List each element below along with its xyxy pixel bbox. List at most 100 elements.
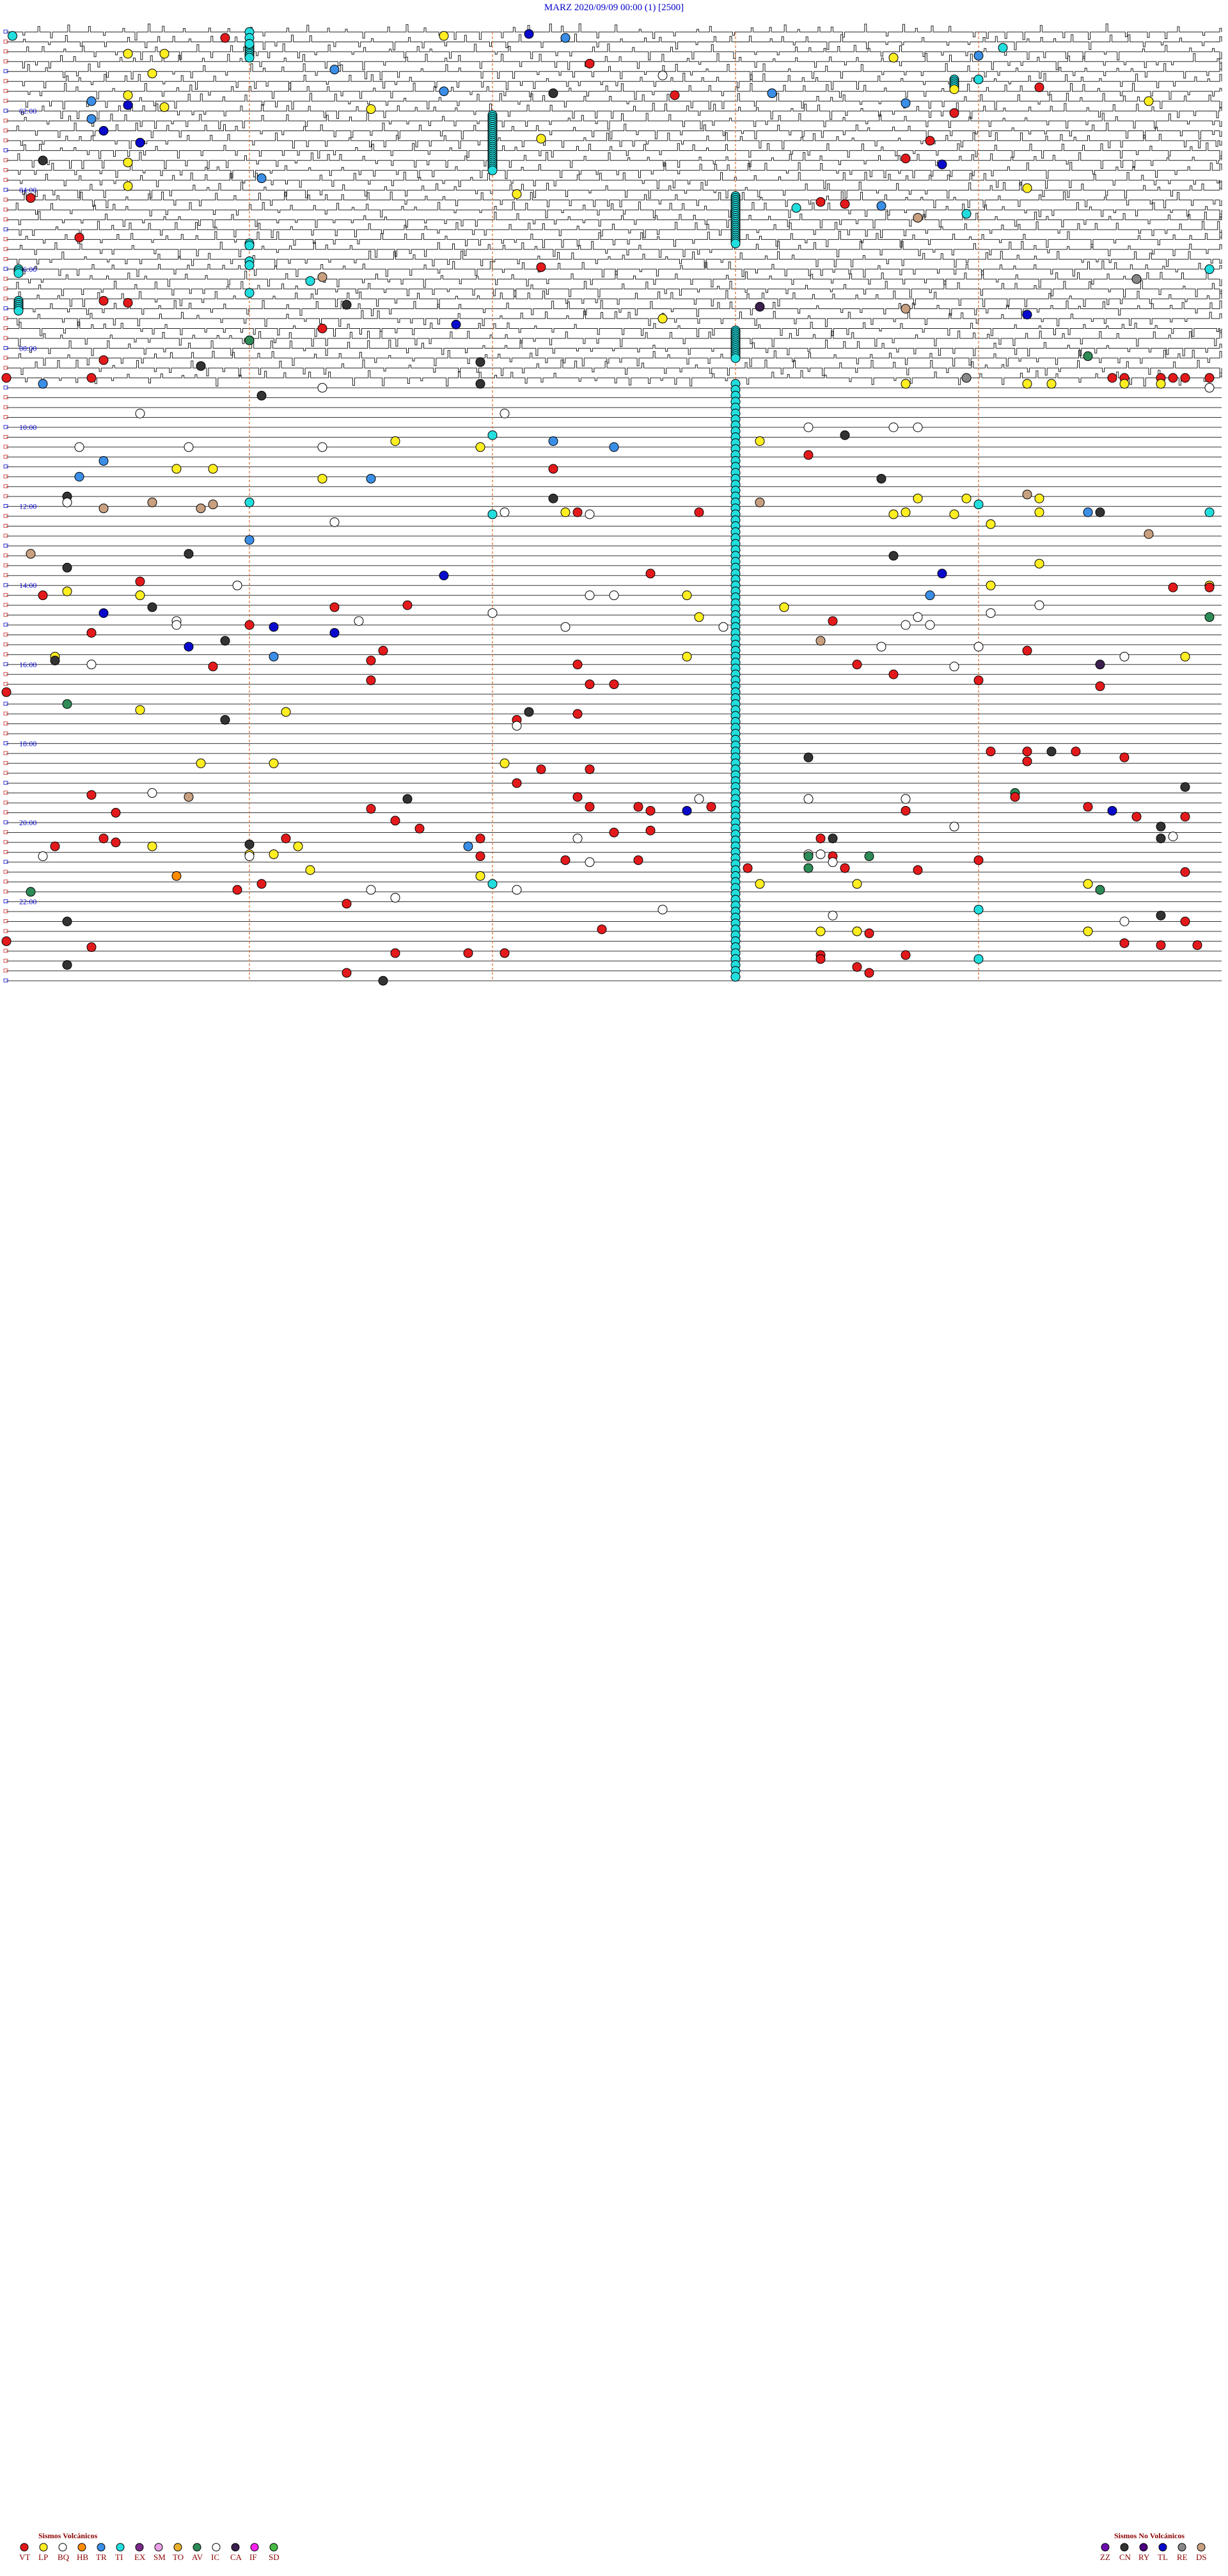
legend-label-sm: SM (154, 2552, 166, 2562)
event-ti (244, 39, 255, 49)
event-lp (171, 464, 182, 474)
event-tl (329, 628, 340, 638)
event-vt (1083, 802, 1093, 812)
event-av (864, 851, 874, 862)
trace-marker (3, 603, 8, 607)
legend-swatch-ti (116, 2543, 125, 2552)
trace-marker (3, 484, 8, 489)
event-tr (74, 471, 84, 482)
event-tr (609, 442, 619, 452)
event-vt (475, 851, 485, 862)
trace-marker (3, 99, 8, 103)
event-tl (439, 571, 449, 581)
legend-label-sd: SD (269, 2552, 279, 2562)
trace-marker (3, 425, 8, 429)
event-tl (98, 126, 109, 136)
event-vt (694, 507, 704, 518)
legend-label-bq: BQ (58, 2552, 70, 2562)
event-vt (475, 834, 485, 844)
trace-marker (3, 702, 8, 706)
event-vt (572, 660, 583, 670)
event-vt (840, 199, 850, 209)
event-vt (98, 834, 109, 844)
event-tr (925, 590, 935, 601)
trace-marker (3, 207, 8, 212)
legend-label-zz: ZZ (1100, 2552, 1110, 2562)
event-bq (354, 616, 364, 626)
legend-swatch-av (193, 2543, 201, 2552)
event-vt (390, 948, 400, 958)
legend-label-tr: TR (96, 2552, 107, 2562)
event-bq (487, 608, 498, 618)
event-bq (317, 442, 327, 452)
trace-line (6, 300, 1222, 317)
trace-line (6, 102, 1222, 120)
legend-label-vt: VT (19, 2552, 30, 2562)
event-ca (1095, 660, 1105, 670)
event-lp (949, 509, 959, 519)
trace-line (6, 330, 1222, 347)
event-vt (342, 899, 352, 909)
event-bq (888, 422, 899, 432)
event-lp (852, 879, 862, 889)
trace-marker (3, 583, 8, 587)
event-bq (500, 408, 510, 418)
event-lp (293, 841, 303, 851)
trace-marker (3, 158, 8, 162)
event-lp (852, 926, 862, 936)
event-vt (815, 834, 826, 844)
legend-swatch-sd (269, 2543, 278, 2552)
trace-marker (3, 722, 8, 725)
trace-marker (3, 553, 8, 558)
trace-marker (3, 29, 8, 34)
event-tr (269, 651, 279, 661)
trace-marker (3, 178, 8, 182)
event-ti (487, 879, 498, 889)
event-vt (609, 679, 619, 690)
event-ds (184, 792, 194, 802)
legend-label-cn: CN (1119, 2552, 1131, 2562)
event-vt (986, 747, 996, 757)
trace-line (6, 349, 1222, 367)
event-ti (487, 509, 498, 519)
event-markers (1, 27, 1215, 986)
event-vt (86, 942, 97, 952)
trace-marker (3, 187, 8, 192)
event-tr (876, 201, 886, 211)
event-av (803, 863, 814, 873)
event-ti (791, 203, 801, 213)
event-tl (1107, 805, 1117, 816)
trace-lines (3, 23, 1222, 983)
event-lp (439, 31, 449, 41)
event-lp (475, 871, 485, 881)
event-vt (390, 816, 400, 826)
event-vt (1156, 940, 1166, 951)
event-vt (402, 600, 413, 610)
time-label: 18:00 (19, 739, 36, 748)
trace-marker (3, 59, 8, 63)
legend-swatch-ry (1139, 2543, 1148, 2552)
event-lp (135, 705, 145, 715)
event-av (803, 851, 814, 862)
event-lp (123, 90, 133, 100)
trace-line (6, 191, 1222, 209)
event-vt (111, 808, 121, 818)
trace-marker (3, 633, 8, 636)
event-bq (1034, 600, 1044, 610)
trace-marker (3, 514, 8, 518)
event-bq (585, 590, 595, 601)
event-tl (98, 608, 109, 618)
legend-swatch-ds (1197, 2543, 1206, 2552)
event-bq (171, 620, 182, 630)
event-bq (512, 885, 522, 895)
trace-marker (3, 751, 8, 755)
trace-marker (3, 504, 8, 508)
event-bq (329, 517, 340, 527)
trace-marker (3, 622, 8, 627)
trace-line (6, 53, 1222, 70)
event-vt (512, 778, 522, 788)
event-tl (451, 319, 461, 329)
event-ds (913, 212, 923, 223)
event-ti (961, 209, 972, 219)
event-vt (1168, 373, 1178, 383)
